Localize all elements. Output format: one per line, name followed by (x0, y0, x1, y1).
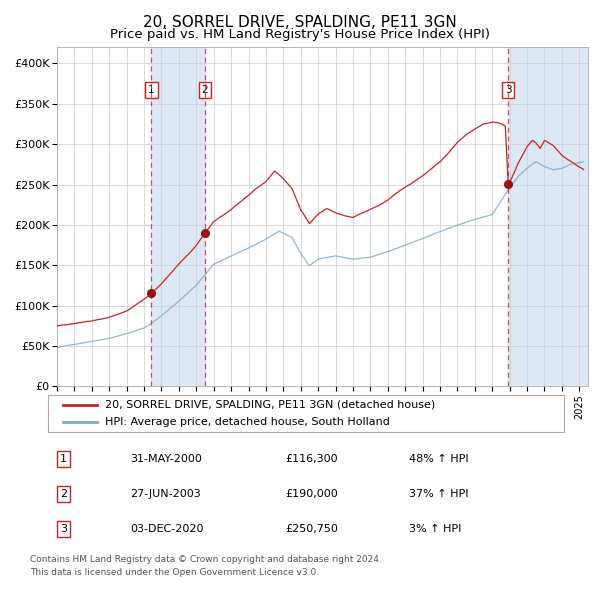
Text: 37% ↑ HPI: 37% ↑ HPI (409, 489, 469, 499)
Text: 48% ↑ HPI: 48% ↑ HPI (409, 454, 469, 464)
Text: 31-MAY-2000: 31-MAY-2000 (131, 454, 202, 464)
Text: Contains HM Land Registry data © Crown copyright and database right 2024.: Contains HM Land Registry data © Crown c… (30, 555, 382, 564)
Text: HPI: Average price, detached house, South Holland: HPI: Average price, detached house, Sout… (105, 417, 389, 427)
Bar (508, 47, 588, 386)
Text: 3: 3 (60, 524, 67, 534)
Text: 2: 2 (202, 84, 208, 94)
Text: 20, SORREL DRIVE, SPALDING, PE11 3GN (detached house): 20, SORREL DRIVE, SPALDING, PE11 3GN (de… (105, 400, 435, 409)
Text: 1: 1 (60, 454, 67, 464)
Text: 2: 2 (60, 489, 67, 499)
Text: £116,300: £116,300 (286, 454, 338, 464)
Text: £250,750: £250,750 (286, 524, 338, 534)
Bar (151, 47, 205, 386)
Text: This data is licensed under the Open Government Licence v3.0.: This data is licensed under the Open Gov… (30, 568, 319, 577)
FancyBboxPatch shape (48, 395, 564, 432)
Text: 3% ↑ HPI: 3% ↑ HPI (409, 524, 461, 534)
Text: 20, SORREL DRIVE, SPALDING, PE11 3GN: 20, SORREL DRIVE, SPALDING, PE11 3GN (143, 15, 457, 30)
Text: 27-JUN-2003: 27-JUN-2003 (131, 489, 202, 499)
Text: 1: 1 (148, 84, 155, 94)
Text: 3: 3 (505, 84, 512, 94)
Text: £190,000: £190,000 (286, 489, 338, 499)
Text: 03-DEC-2020: 03-DEC-2020 (131, 524, 204, 534)
Text: Price paid vs. HM Land Registry's House Price Index (HPI): Price paid vs. HM Land Registry's House … (110, 28, 490, 41)
